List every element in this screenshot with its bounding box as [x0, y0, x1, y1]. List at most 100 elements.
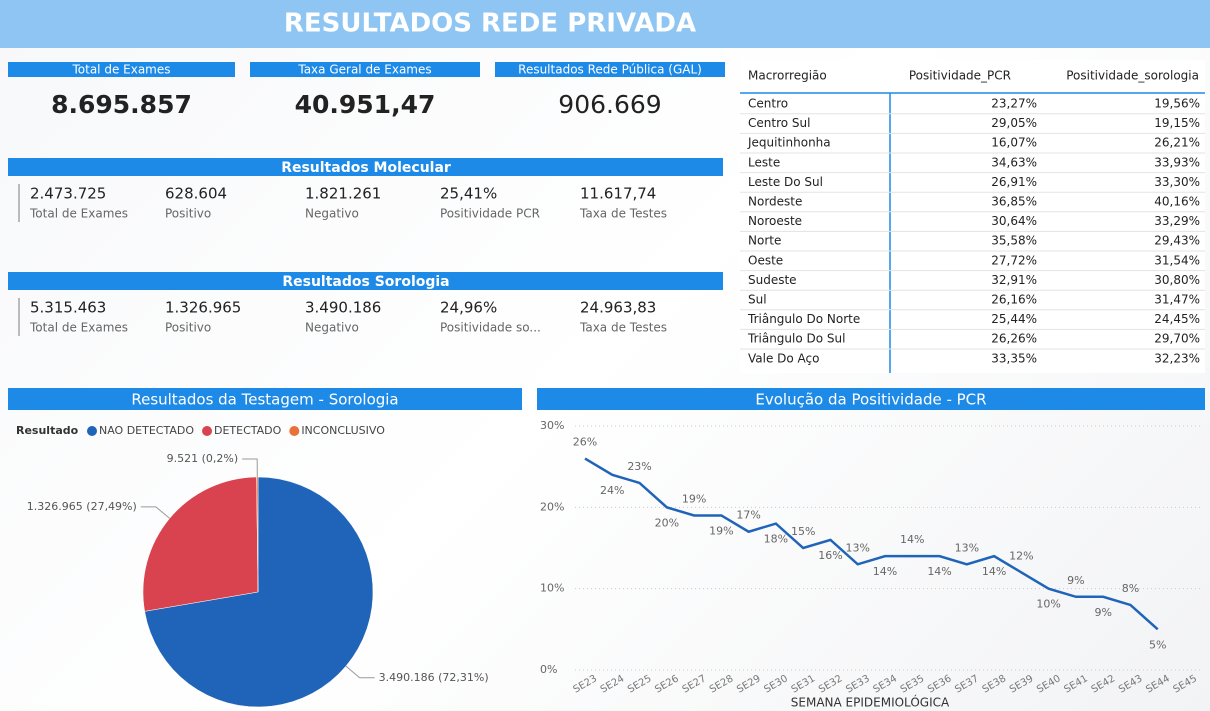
table-cell: 33,35% [991, 351, 1037, 365]
kpi-value: 906.669 [558, 90, 661, 119]
table-header: Positividade_sorologia [1066, 69, 1199, 83]
table-cell: Norte [748, 234, 781, 248]
header-title: RESULTADOS REDE PRIVADA [284, 9, 696, 39]
data-label: 26% [573, 436, 597, 449]
x-tick-label: SE38 [981, 673, 1008, 695]
metric-value: 3.490.186 [305, 299, 381, 317]
x-tick-label: SE40 [1035, 673, 1062, 695]
data-label: 16% [818, 549, 842, 562]
table-cell: 31,47% [1154, 293, 1200, 307]
metric-label: Negativo [305, 207, 359, 221]
metric-value: 1.326.965 [165, 299, 241, 317]
table-cell: 30,80% [1154, 273, 1200, 287]
data-label: 19% [682, 492, 706, 505]
table-cell: 32,23% [1154, 351, 1200, 365]
slice-label: 3.490.186 (72,31%) [379, 671, 489, 684]
metric-label: Positividade PCR [440, 207, 540, 221]
data-label: 8% [1122, 582, 1139, 595]
x-axis-title: SEMANA EPIDEMIOLÓGICA [791, 695, 950, 710]
y-tick-label: 20% [540, 500, 564, 513]
data-label: 15% [791, 525, 815, 538]
legend-label: NAO DETECTADO [99, 424, 194, 437]
kpi-value: 8.695.857 [51, 90, 192, 119]
pie-slice [142, 476, 259, 612]
kpi-header [250, 62, 480, 77]
table-cell: 33,30% [1154, 175, 1200, 189]
kpi-label: Total de Exames [71, 63, 170, 77]
table-cell: Centro Sul [748, 116, 810, 130]
data-label: 23% [627, 460, 651, 473]
metric-label: Positivo [165, 207, 211, 221]
section-title: Resultados Molecular [281, 160, 451, 176]
data-label: 13% [846, 541, 870, 554]
table-header: Positividade_PCR [909, 69, 1011, 83]
metric-value: 1.821.261 [305, 185, 381, 203]
x-tick-label: SE23 [572, 673, 599, 695]
table-cell: Noroeste [748, 214, 802, 228]
data-label: 14% [927, 565, 951, 578]
table-cell: Vale Do Aço [748, 351, 820, 365]
table-cell: 24,45% [1154, 312, 1200, 326]
table-cell: 33,93% [1154, 155, 1200, 169]
legend-label: DETECTADO [214, 424, 282, 437]
data-label: 24% [600, 484, 624, 497]
data-label: 14% [982, 565, 1006, 578]
slice-label: 9.521 (0,2%) [167, 452, 239, 465]
table-cell: 25,44% [991, 312, 1037, 326]
line-series [584, 457, 1159, 631]
table-cell: Triângulo Do Norte [747, 312, 860, 326]
metric-value: 24.963,83 [580, 299, 656, 317]
table-cell: Leste [748, 155, 780, 169]
y-tick-label: 10% [540, 582, 564, 595]
metric-label: Taxa de Testes [579, 321, 667, 335]
table-cell: Nordeste [748, 195, 802, 209]
table-cell: 31,54% [1154, 253, 1200, 267]
x-tick-label: SE33 [844, 673, 871, 695]
table-cell: Oeste [748, 253, 783, 267]
x-tick-label: SE25 [626, 673, 653, 695]
pie-slice [256, 476, 259, 593]
table-bg [740, 60, 1205, 373]
metric-label: Total de Exames [29, 207, 128, 221]
x-tick-label: SE34 [872, 673, 899, 695]
table-cell: 26,21% [1154, 136, 1200, 150]
section-title: Resultados Sorologia [282, 274, 449, 290]
metric-value: 5.315.463 [30, 299, 106, 317]
x-tick-label: SE24 [599, 673, 626, 695]
metric-label: Taxa de Testes [579, 207, 667, 221]
data-label: 19% [709, 524, 733, 537]
table-cell: Centro [748, 97, 788, 111]
slice-label: 1.326.965 (27,49%) [27, 500, 137, 513]
metric-value: 628.604 [165, 185, 227, 203]
y-tick-label: 0% [540, 663, 557, 676]
kpi-header [8, 62, 235, 77]
y-tick-label: 30% [540, 419, 564, 432]
data-label: 13% [955, 541, 979, 554]
table-cell: 23,27% [991, 97, 1037, 111]
x-tick-label: SE43 [1117, 673, 1144, 695]
legend-label: INCONCLUSIVO [301, 424, 385, 437]
table-cell: Triângulo Do Sul [747, 332, 845, 346]
x-tick-label: SE27 [681, 673, 708, 695]
section-header [8, 272, 723, 290]
table-cell: 32,91% [991, 273, 1037, 287]
kpi-header [495, 62, 725, 77]
metric-label: Total de Exames [29, 321, 128, 335]
x-tick-label: SE39 [1008, 673, 1035, 695]
table-cell: 27,72% [991, 253, 1037, 267]
table-cell: 19,56% [1154, 97, 1200, 111]
chart-title: Evolução da Positividade - PCR [755, 391, 986, 409]
kpi-label: Resultados Rede Pública (GAL) [518, 63, 702, 77]
kpi-value: 40.951,47 [295, 90, 436, 119]
data-label: 12% [1009, 549, 1033, 562]
table-cell: 29,70% [1154, 332, 1200, 346]
table-cell: 26,26% [991, 332, 1037, 346]
legend-title: Resultado [16, 424, 79, 437]
data-label: 17% [736, 509, 760, 522]
table-cell: 26,16% [991, 293, 1037, 307]
x-tick-label: SE41 [1062, 673, 1089, 695]
leader-line [242, 458, 258, 478]
data-label: 5% [1149, 638, 1166, 651]
table-cell: 29,05% [991, 116, 1037, 130]
